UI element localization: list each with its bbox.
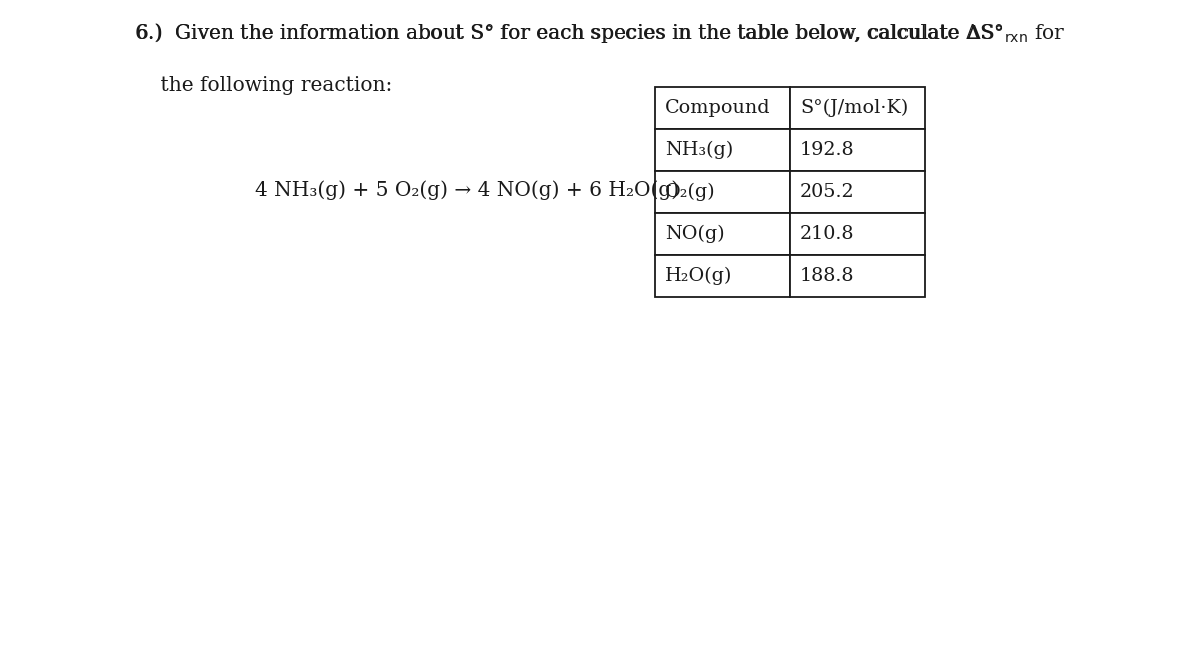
Bar — [790, 171, 925, 213]
Text: NO(g): NO(g) — [665, 225, 725, 243]
Text: S°(J/mol·K): S°(J/mol·K) — [800, 99, 908, 117]
Bar — [790, 87, 925, 129]
Bar — [790, 129, 925, 171]
Text: 188.8: 188.8 — [800, 267, 854, 285]
Bar — [655, 171, 790, 213]
Bar — [655, 213, 790, 255]
Text: NH₃(g): NH₃(g) — [665, 141, 733, 159]
Text: 6.)  Given the information about S° for each species in the table below, calcula: 6.) Given the information about S° for e… — [134, 23, 1004, 43]
Text: 6.)  Given the information about S$°$ for each species in the table below, calcu: 6.) Given the information about S$°$ for… — [134, 21, 1066, 45]
Text: 205.2: 205.2 — [800, 183, 854, 201]
Bar — [655, 87, 790, 129]
Bar — [655, 255, 790, 297]
Text: O₂(g): O₂(g) — [665, 183, 715, 201]
Bar — [655, 129, 790, 171]
Text: the following reaction:: the following reaction: — [134, 76, 392, 95]
Text: H₂O(g): H₂O(g) — [665, 267, 732, 285]
Text: 192.8: 192.8 — [800, 141, 854, 159]
Text: Compound: Compound — [665, 99, 770, 117]
Bar — [790, 255, 925, 297]
Bar — [790, 213, 925, 255]
Text: 210.8: 210.8 — [800, 225, 854, 243]
Text: 4 NH₃(g) + 5 O₂(g) → 4 NO(g) + 6 H₂O(g): 4 NH₃(g) + 5 O₂(g) → 4 NO(g) + 6 H₂O(g) — [254, 181, 679, 200]
